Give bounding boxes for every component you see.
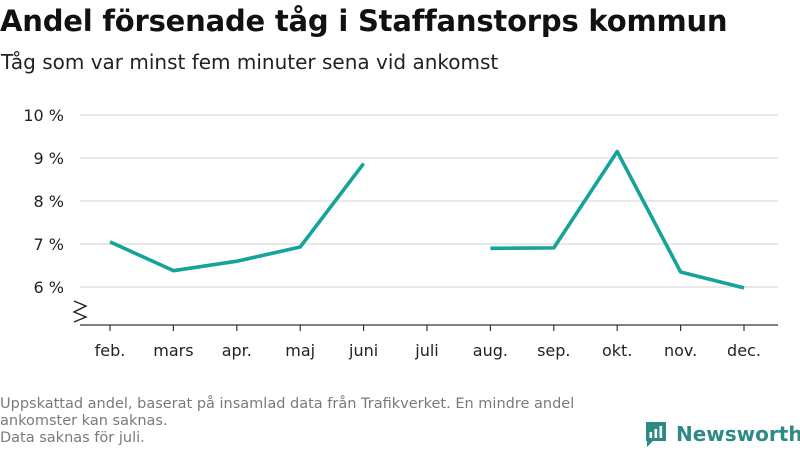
y-tick-label: 9 % — [34, 149, 64, 168]
x-tick-label: juli — [414, 341, 438, 360]
y-axis-ticks: 6 % 7 % 8 % 9 % 10 % — [23, 106, 64, 297]
x-axis — [72, 300, 778, 326]
x-tick-label: nov. — [664, 341, 697, 360]
brand-name: Newsworthy — [676, 422, 800, 446]
grid-lines — [80, 114, 778, 288]
footnote: Uppskattad andel, baserat på insamlad da… — [0, 396, 640, 447]
axis-break-icon — [72, 300, 88, 323]
footnote-line: Data saknas för juli. — [0, 430, 145, 446]
x-tick-label: mars — [153, 341, 193, 360]
x-tick-label: okt. — [602, 341, 632, 360]
brand: Newsworthy — [644, 419, 800, 449]
line-chart: 6 % 7 % 8 % 9 % 10 % feb. mars apr. maj juni juli… — [23, 106, 778, 360]
x-tick-label: maj — [285, 341, 315, 360]
series-line — [109, 162, 366, 273]
x-tick-label: juni — [348, 341, 378, 360]
x-tick-label: aug. — [473, 341, 508, 360]
chart-title: Andel försenade tåg i Staffanstorps komm… — [0, 4, 728, 38]
y-tick-label: 10 % — [23, 106, 64, 125]
x-tick-label: feb. — [95, 341, 126, 360]
y-tick-label: 6 % — [34, 278, 64, 297]
chart-subtitle: Tåg som var minst fem minuter sena vid a… — [1, 50, 499, 74]
footnote-line: Uppskattad andel, baserat på insamlad da… — [0, 396, 575, 429]
newsworthy-logo-icon — [646, 422, 666, 447]
y-tick-label: 7 % — [34, 235, 64, 254]
x-axis-ticks: feb. mars apr. maj juni juli aug. sep. okt. nov. d… — [95, 325, 761, 360]
data-series — [109, 149, 745, 290]
x-tick-label: dec. — [727, 341, 761, 360]
x-tick-label: apr. — [222, 341, 252, 360]
series-line — [490, 149, 745, 290]
x-tick-label: sep. — [537, 341, 570, 360]
y-tick-label: 8 % — [34, 192, 64, 211]
